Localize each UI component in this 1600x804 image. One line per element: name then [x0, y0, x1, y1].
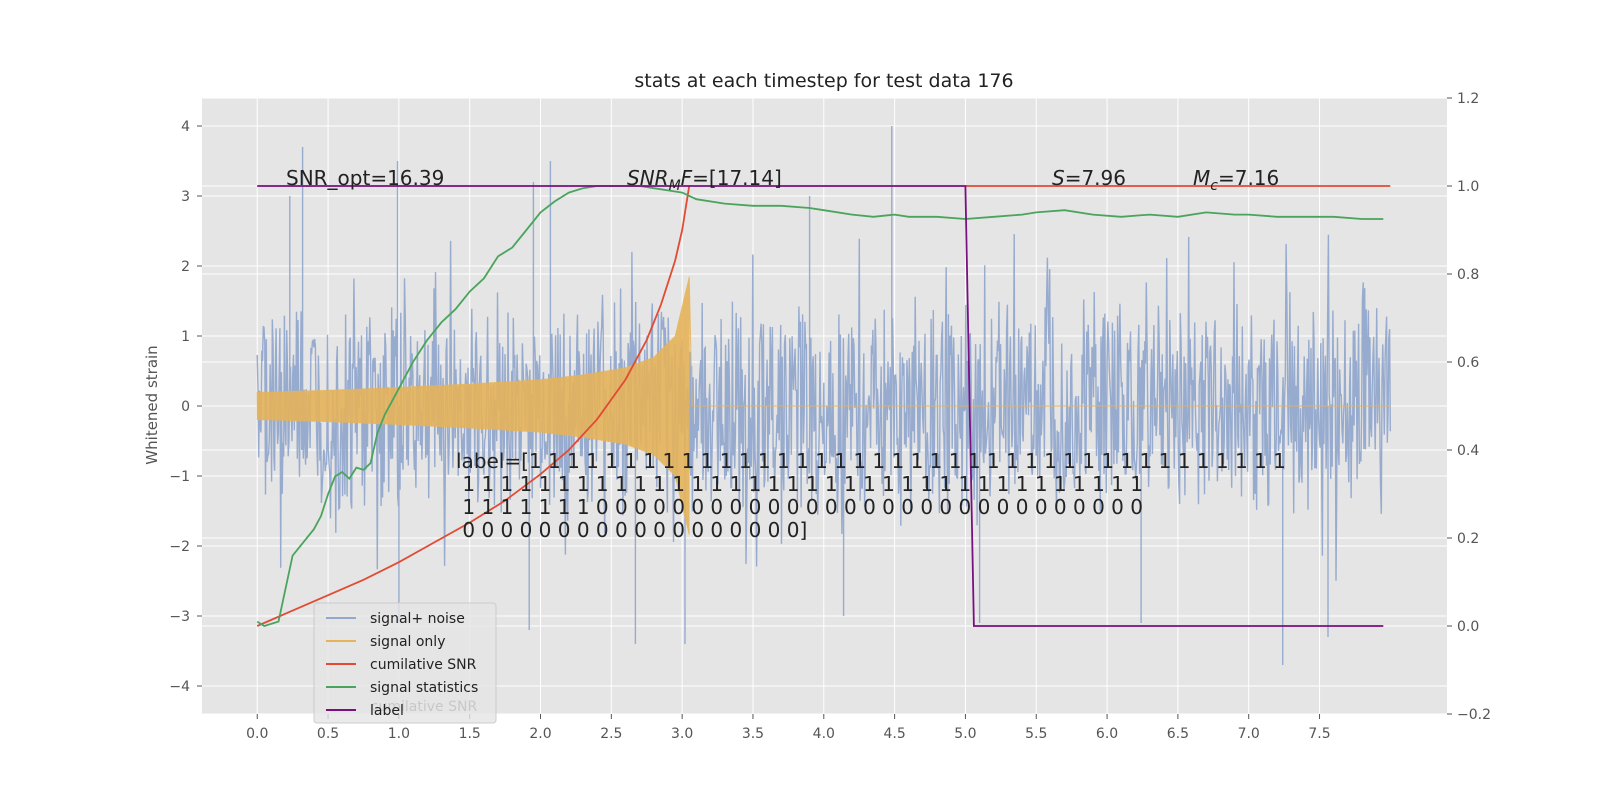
y-tick-label: −4 [169, 679, 190, 695]
y-tick-label: 1 [181, 329, 190, 345]
y-tick-label: 0 [181, 399, 190, 415]
y-tick-label: 3 [181, 189, 190, 205]
x-tick-label: 0.5 [317, 726, 339, 742]
x-tick-label: 4.0 [813, 726, 835, 742]
legend-label-signal-noise: signal+ noise [370, 611, 465, 627]
mc-symbol: M [1193, 166, 1210, 190]
y-tick-label: 4 [181, 119, 190, 135]
series-signal-only [256, 276, 1391, 535]
y2-tick-label: −0.2 [1457, 707, 1491, 723]
y-tick-label: −3 [169, 609, 190, 625]
legend-label-signal-only: signal only [370, 634, 445, 650]
x-tick-label: 4.5 [883, 726, 905, 742]
axis-ticks: 0.0 0.5 1.0 1.5 2.0 2.5 3.0 3.5 4.0 4.5 5.0 5.5 6.0 6… [169, 91, 1491, 742]
s-stat-value: =7.96 [1065, 166, 1126, 190]
s-stat-symbol: S [1052, 166, 1065, 190]
legend-box [313, 602, 497, 724]
mc-subscript: c [1210, 178, 1218, 194]
x-tick-label: 6.0 [1096, 726, 1118, 742]
legend-label-label: label [370, 703, 404, 719]
x-tick-label: 2.5 [600, 726, 622, 742]
legend-label-signal-statistics: signal statistics [370, 680, 478, 696]
y2-tick-label: 0.4 [1457, 443, 1479, 459]
x-tick-label: 0.0 [246, 726, 268, 742]
x-tick-label: 5.5 [1025, 726, 1047, 742]
label-text-line-2: 1 1 1 1 1 1 1 1 1 1 1 1 1 1 1 1 1 1 1 1 … [456, 472, 1143, 496]
x-tick-label: 1.5 [459, 726, 481, 742]
series-layer [256, 126, 1391, 665]
annotations: SNR_opt=16.39 SNRMF=[17.14] S=7.96 Mc=7.… [286, 166, 1286, 542]
y2-tick-label: 0.2 [1457, 531, 1479, 547]
x-tick-label: 5.0 [954, 726, 976, 742]
x-tick-label: 3.0 [671, 726, 693, 742]
series-label [257, 185, 1384, 627]
y2-tick-label: 1.2 [1457, 91, 1479, 107]
y2-tick-label: 0.0 [1457, 619, 1479, 635]
s-stat-annotation: S=7.96 [1052, 166, 1126, 190]
x-tick-label: 6.5 [1167, 726, 1189, 742]
label-text-line-3: 1 1 1 1 1 1 1 0 0 0 0 0 0 0 0 0 0 0 0 0 … [456, 495, 1143, 519]
y-tick-label: −2 [169, 539, 190, 555]
chart-title: stats at each timestep for test data 176 [634, 70, 1013, 92]
mc-annotation: Mc=7.16 [1193, 166, 1279, 194]
x-tick-label: 3.5 [742, 726, 764, 742]
x-tick-label: 2.0 [529, 726, 551, 742]
x-tick-label: 7.0 [1238, 726, 1260, 742]
y-tick-label: −1 [169, 469, 190, 485]
legend-label-cumulative-snr: cumilative SNR [370, 657, 477, 673]
series-cumulative-snr [256, 185, 691, 627]
y2-tick-label: 0.6 [1457, 355, 1479, 371]
snr-mf-subscript: M [669, 178, 681, 194]
label-text-line-4: 0 0 0 0 0 0 0 0 0 0 0 0 0 0 0 0 0 0] [456, 518, 807, 542]
label-text-line-1: label=[1 1 1 1 1 1 1 1 1 1 1 1 1 1 1 1 1… [456, 449, 1286, 473]
x-tick-label: 1.0 [388, 726, 410, 742]
series-signal-noise [256, 126, 1391, 665]
y-axis-label: Whitened strain [143, 345, 161, 464]
snr-mf-f: F [681, 166, 693, 190]
snr-mf-annotation: SNRMF=[17.14] [627, 166, 782, 194]
mc-value: =7.16 [1218, 166, 1279, 190]
legend-ghost-text: cumilative SNR [371, 699, 478, 715]
y2-tick-label: 1.0 [1457, 179, 1479, 195]
x-tick-label: 7.5 [1308, 726, 1330, 742]
snr-opt-annotation: SNR_opt=16.39 [286, 166, 444, 190]
y2-tick-label: 0.8 [1457, 267, 1479, 283]
legend: cumilative SNR signal+ noise signal only… [313, 602, 497, 724]
snr-mf-value: =[17.14] [692, 166, 782, 190]
y-tick-label: 2 [181, 259, 190, 275]
snr-mf-symbol: SNR [627, 166, 669, 190]
